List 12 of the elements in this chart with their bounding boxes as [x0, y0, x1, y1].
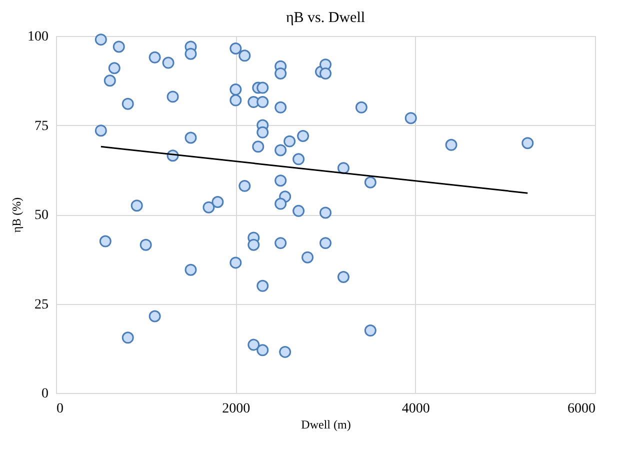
chart-title: ηB vs. Dwell	[286, 10, 366, 26]
y-tick-label: 100	[28, 30, 48, 44]
x-tick-label: 2000	[222, 402, 250, 416]
y-tick-label: 25	[34, 297, 48, 312]
y-tick-label: 75	[34, 118, 48, 134]
x-tick-label: 6000	[568, 402, 596, 416]
y-tick-label: 50	[34, 208, 48, 223]
x-axis-title: Dwell (m)	[301, 418, 351, 432]
x-tick-label: 4000	[402, 402, 430, 416]
y-tick-label: 0	[42, 386, 48, 402]
y-axis-title: ηB (%)	[10, 197, 24, 233]
x-tick-label: 0	[56, 402, 64, 416]
